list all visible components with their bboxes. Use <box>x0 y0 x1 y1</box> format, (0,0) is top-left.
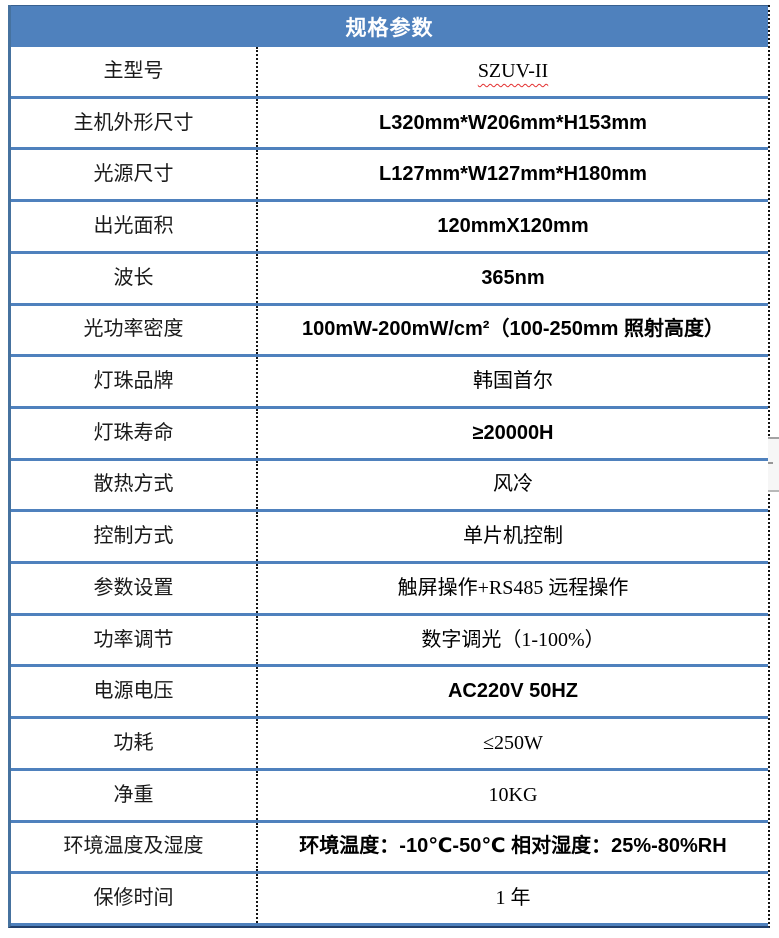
spec-label: 散热方式 <box>11 460 258 510</box>
table-title: 规格参数 <box>11 5 768 47</box>
spec-value: 1 年 <box>495 887 531 910</box>
spec-value: 风冷 <box>493 473 533 496</box>
spec-value: 环境温度：-10℃-50℃ 相对湿度：25%-80%RH <box>299 835 727 858</box>
table-row: 环境温度及湿度 环境温度：-10℃-50℃ 相对湿度：25%-80%RH <box>11 822 768 875</box>
table-row: 光功率密度 100mW-200mW/cm²（100-250mm 照射高度） <box>11 305 768 358</box>
spec-label: 参数设置 <box>11 564 258 613</box>
spec-label: 环境温度及湿度 <box>11 822 258 872</box>
spec-value: SZUV-II <box>477 59 549 82</box>
spec-label: 光功率密度 <box>11 305 258 355</box>
table-row: 散热方式 风冷 <box>11 460 768 513</box>
table-row: 波长 365nm <box>11 253 768 306</box>
table-row: 功率调节 数字调光（1-100%） <box>11 615 768 668</box>
table-row: 灯珠品牌 韩国首尔 <box>11 357 768 409</box>
scrollbar-thumb[interactable] <box>768 437 779 492</box>
spec-value: ≤250W <box>483 731 543 754</box>
table-row: 灯珠寿命 ≥20000H <box>11 408 768 461</box>
spec-label: 功率调节 <box>11 615 258 665</box>
spec-table: 规格参数 主型号 SZUV-II 主机外形尺寸 L320mm*W206mm*H1… <box>8 5 770 928</box>
table-row: 出光面积 120mmX120mm <box>11 202 768 254</box>
spec-value: 韩国首尔 <box>473 370 553 393</box>
scrollbar-grip-icon <box>768 462 773 464</box>
table-body: 主型号 SZUV-II 主机外形尺寸 L320mm*W206mm*H153mm … <box>11 47 768 926</box>
table-row: 主型号 SZUV-II <box>11 47 768 99</box>
spec-label: 波长 <box>11 253 258 303</box>
table-row: 控制方式 单片机控制 <box>11 512 768 565</box>
spec-label: 灯珠品牌 <box>11 357 258 406</box>
spec-value: 100mW-200mW/cm²（100-250mm 照射高度） <box>302 318 724 341</box>
spec-value: 单片机控制 <box>463 525 563 548</box>
spec-value: 120mmX120mm <box>437 214 589 237</box>
spec-value: 数字调光（1-100%） <box>421 628 605 651</box>
spec-value: 365nm <box>481 266 545 289</box>
table-row: 主机外形尺寸 L320mm*W206mm*H153mm <box>11 98 768 151</box>
spec-label: 功耗 <box>11 719 258 768</box>
spec-label: 净重 <box>11 770 258 820</box>
spec-label: 光源尺寸 <box>11 150 258 200</box>
spec-label: 控制方式 <box>11 512 258 562</box>
spec-label: 主型号 <box>11 47 258 96</box>
table-row: 保修时间 1 年 <box>11 874 768 926</box>
spec-value: 触屏操作+RS485 远程操作 <box>397 576 629 599</box>
spec-value: L320mm*W206mm*H153mm <box>379 111 647 134</box>
table-row: 参数设置 触屏操作+RS485 远程操作 <box>11 564 768 616</box>
table-row: 电源电压 AC220V 50HZ <box>11 667 768 720</box>
spec-value: L127mm*W127mm*H180mm <box>379 163 647 186</box>
spec-label: 主机外形尺寸 <box>11 98 258 148</box>
spec-value: 10KG <box>488 783 538 806</box>
spec-label: 出光面积 <box>11 202 258 251</box>
spec-value: ≥20000H <box>472 421 554 444</box>
spec-value: AC220V 50HZ <box>447 680 579 703</box>
spec-label: 保修时间 <box>11 874 258 923</box>
spec-label: 灯珠寿命 <box>11 408 258 458</box>
table-row: 净重 10KG <box>11 770 768 823</box>
table-row: 功耗 ≤250W <box>11 719 768 771</box>
table-row: 光源尺寸 L127mm*W127mm*H180mm <box>11 150 768 203</box>
spec-label: 电源电压 <box>11 667 258 717</box>
